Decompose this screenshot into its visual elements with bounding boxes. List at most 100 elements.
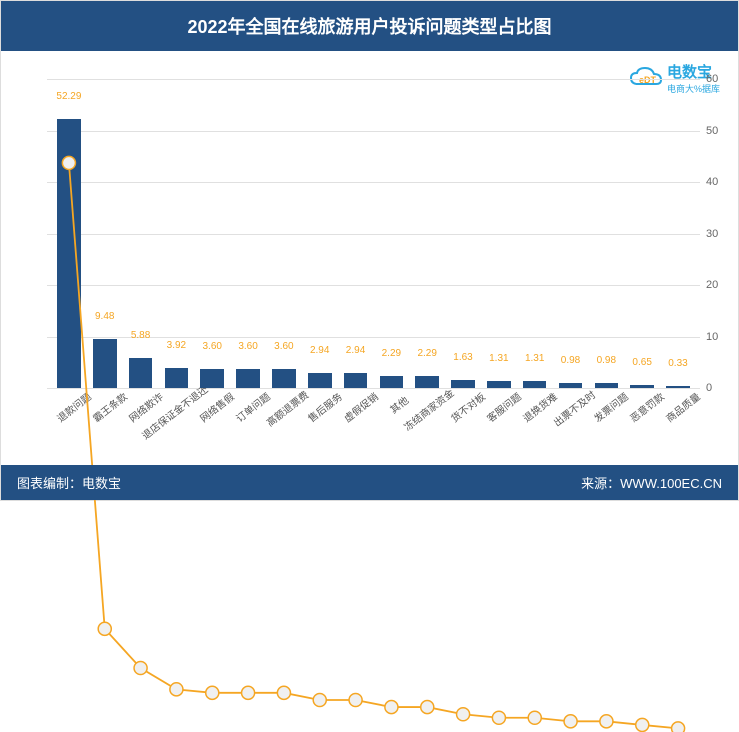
- line-marker: [457, 708, 470, 721]
- value-label: 2.29: [417, 348, 436, 359]
- value-label: 0.98: [597, 355, 616, 366]
- y-tick: 50: [706, 125, 730, 137]
- y-tick: 10: [706, 331, 730, 343]
- footer: 图表编制：电数宝 来源：WWW.100EC.CN: [1, 465, 738, 500]
- bar: [344, 373, 368, 388]
- line-marker: [492, 711, 505, 724]
- value-label: 2.94: [310, 345, 329, 356]
- plot-region: 010203040506052.29退款问题9.48霸王条款5.88网络欺诈3.…: [47, 79, 700, 388]
- value-label: 0.98: [561, 355, 580, 366]
- bar: [200, 369, 224, 388]
- line-marker: [98, 622, 111, 635]
- value-label: 1.31: [525, 353, 544, 364]
- bar: [451, 380, 475, 388]
- value-label: 9.48: [95, 311, 114, 322]
- value-label: 3.60: [202, 341, 221, 352]
- x-label: 退款问题: [53, 388, 94, 424]
- line-marker: [636, 718, 649, 731]
- x-label: 冻结商家资金: [400, 385, 457, 434]
- bar-group: 0.98发票问题: [588, 79, 624, 388]
- x-label: 其他: [386, 392, 411, 416]
- x-label: 恶意罚款: [626, 388, 667, 424]
- line-marker: [134, 661, 147, 674]
- value-label: 3.92: [167, 340, 186, 351]
- bar-group: 0.98出票不及时: [553, 79, 589, 388]
- bar: [165, 368, 189, 388]
- x-label: 虚假促销: [340, 388, 381, 424]
- bar: [57, 119, 81, 388]
- bar: [93, 339, 117, 388]
- line-marker: [421, 701, 434, 714]
- bar-group: 2.29其他: [373, 79, 409, 388]
- x-label: 出票不及时: [549, 387, 598, 430]
- chart-container: 2022年全国在线旅游用户投诉问题类型占比图 eDT 电数宝 电商大%据库 01…: [0, 0, 739, 501]
- footer-right: 来源：WWW.100EC.CN: [581, 473, 722, 492]
- footer-left-label: 图表编制：: [17, 476, 82, 491]
- x-label: 客服问题: [483, 388, 524, 424]
- bar: [666, 386, 690, 388]
- bar: [272, 369, 296, 388]
- bar: [559, 383, 583, 388]
- bar-group: 2.29冻结商家资金: [409, 79, 445, 388]
- x-label: 发票问题: [590, 388, 631, 424]
- value-label: 1.31: [489, 353, 508, 364]
- bar-group: 9.48霸王条款: [87, 79, 123, 388]
- bar-group: 52.29退款问题: [51, 79, 87, 388]
- bar: [415, 376, 439, 388]
- footer-left: 图表编制：电数宝: [17, 473, 121, 492]
- bar: [487, 381, 511, 388]
- bar-group: 3.92退店保证金不退还: [158, 79, 194, 388]
- value-label: 2.94: [346, 345, 365, 356]
- value-label: 2.29: [382, 348, 401, 359]
- chart-title: 2022年全国在线旅游用户投诉问题类型占比图: [1, 1, 738, 51]
- bar-group: 2.94虚假促销: [338, 79, 374, 388]
- bar-group: 3.60订单问题: [230, 79, 266, 388]
- bar-group: 2.94售后服务: [302, 79, 338, 388]
- value-label: 3.60: [238, 341, 257, 352]
- bar-group: 1.31客服问题: [481, 79, 517, 388]
- line-marker: [385, 701, 398, 714]
- chart-area: eDT 电数宝 电商大%据库 010203040506052.29退款问题9.4…: [1, 49, 738, 466]
- value-label: 52.29: [56, 91, 81, 102]
- line-marker: [672, 722, 685, 732]
- bar-group: 3.60网络售假: [194, 79, 230, 388]
- line-marker: [277, 686, 290, 699]
- value-label: 1.63: [453, 352, 472, 363]
- bar: [380, 376, 404, 388]
- value-label: 3.60: [274, 341, 293, 352]
- footer-right-value: WWW.100EC.CN: [620, 476, 722, 491]
- bar-group: 0.65恶意罚款: [624, 79, 660, 388]
- bar: [236, 369, 260, 388]
- x-label: 售后服务: [304, 388, 345, 424]
- bar: [630, 385, 654, 388]
- y-tick: 40: [706, 176, 730, 188]
- bar-group: 0.33商品质量: [660, 79, 696, 388]
- line-marker: [313, 693, 326, 706]
- value-label: 5.88: [131, 330, 150, 341]
- bar: [523, 381, 547, 388]
- bar-group: 1.63货不对板: [445, 79, 481, 388]
- value-label: 0.33: [668, 358, 687, 369]
- line-marker: [564, 715, 577, 728]
- bar-group: 5.88网络欺诈: [123, 79, 159, 388]
- value-label: 0.65: [632, 357, 651, 368]
- x-label: 商品质量: [662, 388, 703, 424]
- y-tick: 30: [706, 228, 730, 240]
- bar-group: 1.31退换货难: [517, 79, 553, 388]
- footer-left-value: 电数宝: [82, 476, 121, 491]
- x-label: 霸王条款: [89, 388, 130, 424]
- bar: [308, 373, 332, 388]
- line-marker: [600, 715, 613, 728]
- line-marker: [528, 711, 541, 724]
- y-tick: 0: [706, 382, 730, 394]
- y-tick: 60: [706, 73, 730, 85]
- bar: [595, 383, 619, 388]
- grid-line: [47, 388, 700, 389]
- footer-right-label: 来源：: [581, 476, 620, 491]
- bars: 52.29退款问题9.48霸王条款5.88网络欺诈3.92退店保证金不退还3.6…: [47, 79, 700, 388]
- line-marker: [170, 683, 183, 696]
- line-marker: [242, 686, 255, 699]
- line-marker: [349, 693, 362, 706]
- bar-group: 3.60高额退票费: [266, 79, 302, 388]
- x-label: 高额退票费: [262, 387, 311, 430]
